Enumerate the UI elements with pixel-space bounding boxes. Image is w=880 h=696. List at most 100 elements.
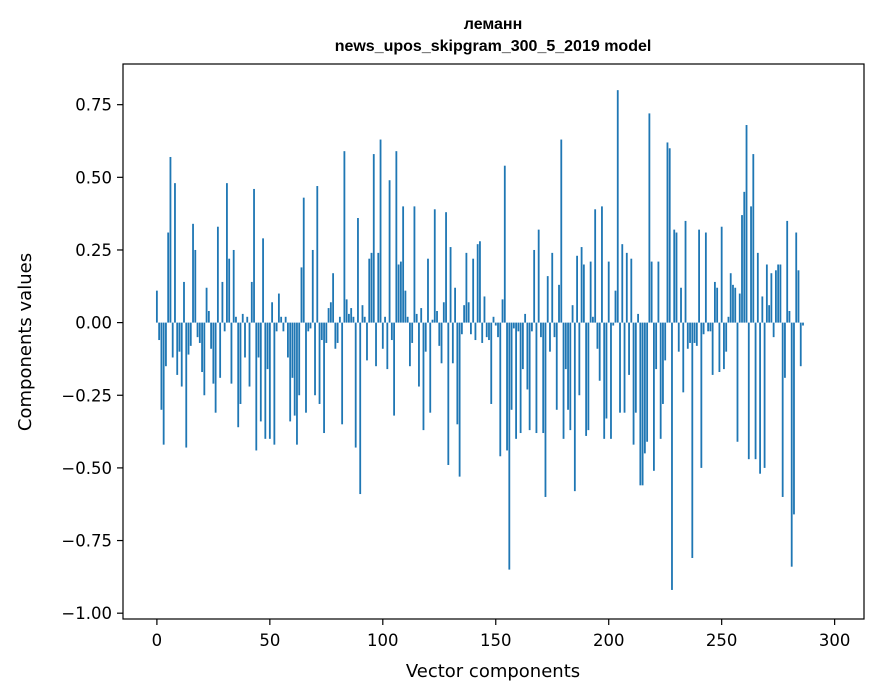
x-tick-label: 100 xyxy=(367,631,399,650)
bar-256 xyxy=(734,287,737,323)
bar-248 xyxy=(716,287,719,323)
bar-86 xyxy=(350,308,353,323)
bar-84 xyxy=(345,299,348,323)
bar-9 xyxy=(176,322,179,375)
bar-278 xyxy=(784,322,786,378)
bar-274 xyxy=(774,270,777,323)
bar-134 xyxy=(458,322,461,477)
bar-171 xyxy=(542,322,545,434)
bar-190 xyxy=(585,322,588,436)
bar-118 xyxy=(422,322,425,431)
bar-172 xyxy=(544,322,547,497)
bar-276 xyxy=(779,264,782,323)
bar-83 xyxy=(343,151,346,323)
bar-144 xyxy=(481,322,484,343)
bar-101 xyxy=(384,316,386,323)
bar-188 xyxy=(580,247,583,323)
bar-184 xyxy=(571,305,574,323)
bar-95 xyxy=(370,252,373,323)
bar-126 xyxy=(440,322,443,364)
bar-226 xyxy=(666,142,669,323)
bar-195 xyxy=(596,322,599,349)
bar-13 xyxy=(185,322,188,448)
bar-121 xyxy=(429,322,432,413)
bar-261 xyxy=(745,125,748,323)
y-tick-label: 0.75 xyxy=(75,96,112,115)
bar-6 xyxy=(169,156,172,323)
bar-186 xyxy=(576,255,578,323)
bar-2 xyxy=(160,322,163,410)
bar-258 xyxy=(738,293,741,323)
bar-255 xyxy=(732,284,734,323)
x-axis-label: Vector components xyxy=(406,661,580,682)
bar-71 xyxy=(316,186,319,323)
bar-282 xyxy=(793,322,795,515)
bar-69 xyxy=(311,249,314,323)
y-tick-label: −0.50 xyxy=(61,459,112,478)
bar-183 xyxy=(569,322,572,431)
bar-41 xyxy=(248,322,251,387)
bar-111 xyxy=(406,316,409,323)
bar-99 xyxy=(379,139,382,323)
bar-164 xyxy=(526,322,529,390)
bar-68 xyxy=(309,322,312,329)
bar-176 xyxy=(553,322,556,338)
bar-272 xyxy=(770,273,773,323)
bar-245 xyxy=(709,322,712,332)
bar-137 xyxy=(465,252,468,323)
bar-78 xyxy=(332,273,335,323)
bar-179 xyxy=(560,139,563,323)
bars-group xyxy=(155,90,804,590)
bar-174 xyxy=(549,322,551,352)
bar-11 xyxy=(180,322,183,387)
bar-219 xyxy=(650,261,653,323)
bar-223 xyxy=(659,322,662,439)
bar-156 xyxy=(508,322,511,570)
bar-228 xyxy=(671,322,673,590)
bar-28 xyxy=(219,322,222,378)
bar-139 xyxy=(470,322,472,335)
y-tick-label: −0.25 xyxy=(61,386,112,405)
bar-36 xyxy=(237,322,240,428)
bar-113 xyxy=(411,322,414,343)
bar-251 xyxy=(723,322,725,370)
bar-3 xyxy=(162,322,165,445)
bar-212 xyxy=(634,322,637,413)
bar-273 xyxy=(772,322,775,338)
bar-216 xyxy=(643,322,646,454)
bar-229 xyxy=(673,229,676,323)
bar-200 xyxy=(607,261,610,323)
bar-260 xyxy=(743,191,746,323)
bar-141 xyxy=(474,322,477,341)
bar-238 xyxy=(693,322,696,343)
bar-76 xyxy=(327,308,330,323)
bar-222 xyxy=(657,261,660,323)
bar-54 xyxy=(277,293,280,323)
bar-7 xyxy=(171,322,174,358)
bar-279 xyxy=(786,220,789,323)
bar-203 xyxy=(614,290,617,323)
bar-237 xyxy=(691,322,694,558)
bar-62 xyxy=(296,322,298,445)
bar-215 xyxy=(641,322,644,486)
bar-158 xyxy=(512,322,515,329)
bar-91 xyxy=(361,305,364,323)
bar-55 xyxy=(280,316,283,323)
y-tick-label: −0.75 xyxy=(61,532,112,551)
bar-97 xyxy=(375,322,377,367)
bar-181 xyxy=(564,322,567,370)
bar-96 xyxy=(372,154,375,323)
bar-265 xyxy=(754,322,757,460)
bar-227 xyxy=(668,148,671,323)
bar-280 xyxy=(788,310,791,323)
bar-21 xyxy=(203,322,206,396)
bar-191 xyxy=(587,322,590,431)
bar-130 xyxy=(449,247,452,323)
bar-192 xyxy=(589,261,592,323)
bar-153 xyxy=(501,299,504,323)
bar-225 xyxy=(664,322,667,361)
x-tick-label: 200 xyxy=(593,631,625,650)
bar-236 xyxy=(689,322,691,343)
bar-275 xyxy=(777,264,780,323)
